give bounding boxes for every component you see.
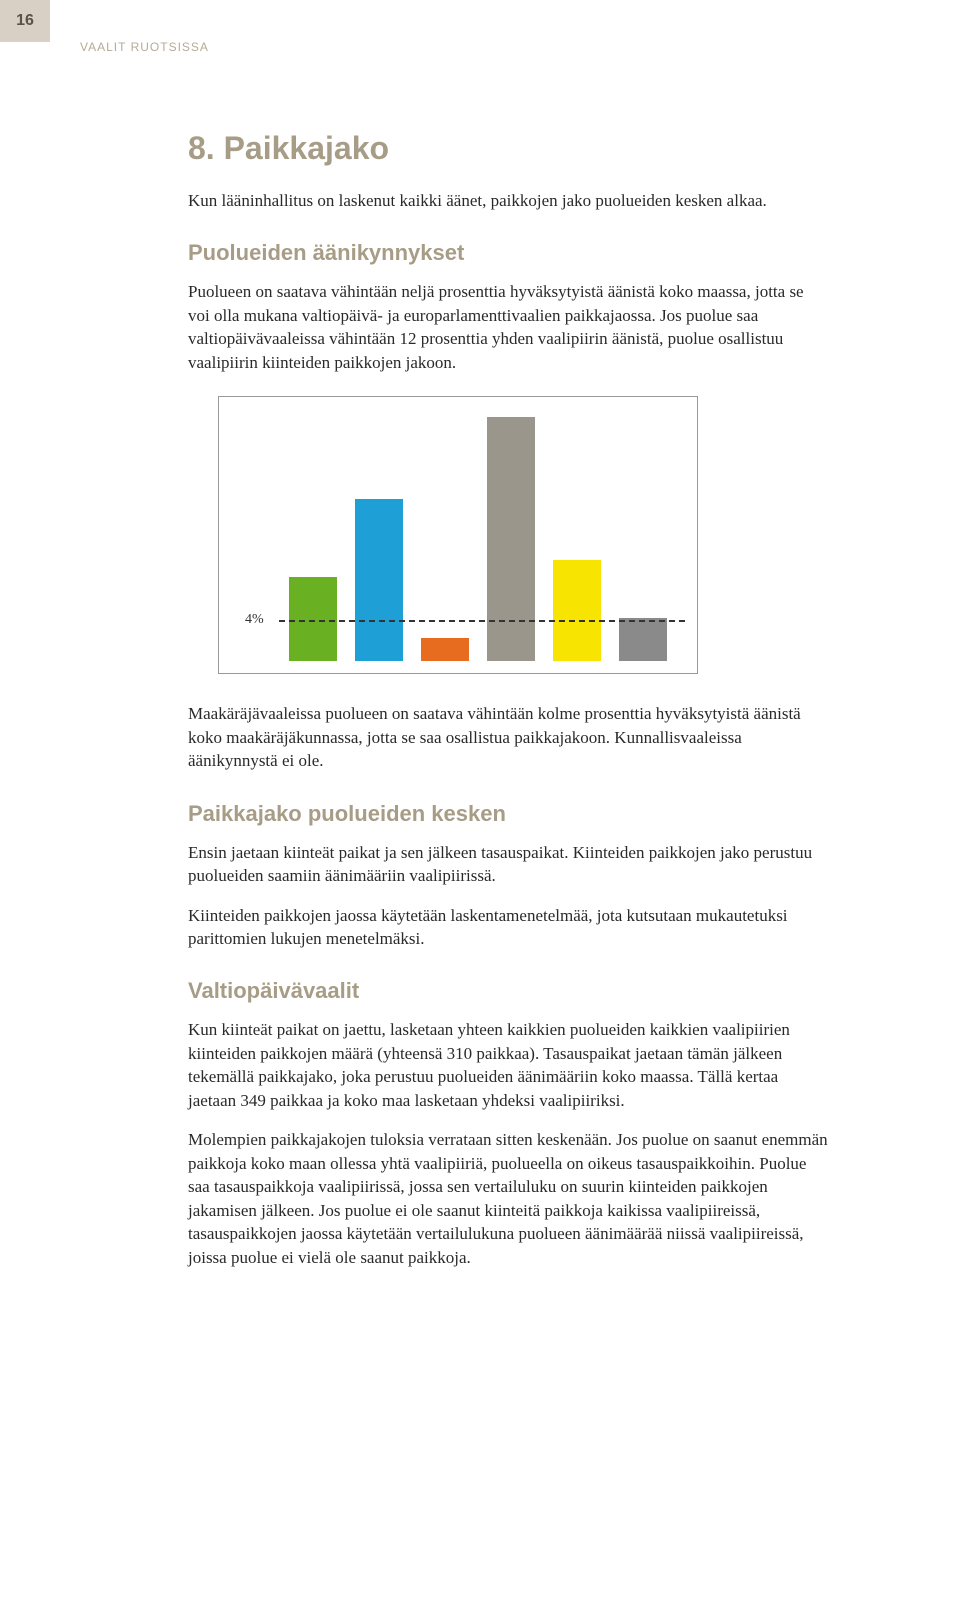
bar-chart: 4%: [218, 396, 698, 674]
bar: [421, 638, 469, 661]
running-head: VAALIT RUOTSISSA: [80, 40, 209, 54]
body-paragraph: Kiinteiden paikkojen jaossa käytetään la…: [188, 904, 828, 951]
section-title-parliament: Valtiopäivävaalit: [188, 978, 828, 1004]
body-paragraph: Puolueen on saatava vähintään neljä pros…: [188, 280, 828, 374]
threshold-label: 4%: [245, 612, 264, 628]
body-paragraph: Maakäräjävaaleissa puolueen on saatava v…: [188, 702, 828, 772]
bar: [487, 417, 535, 661]
page-title: 8. Paikkajako: [188, 130, 828, 167]
main-content: 8. Paikkajako Kun lääninhallitus on lask…: [188, 130, 828, 1285]
bar-chart-wrapper: 4%: [188, 396, 828, 674]
body-paragraph: Molempien paikkajakojen tuloksia verrata…: [188, 1128, 828, 1269]
bar-group: [289, 407, 677, 661]
body-paragraph: Ensin jaetaan kiinteät paikat ja sen jäl…: [188, 841, 828, 888]
section-title-thresholds: Puolueiden äänikynnykset: [188, 240, 828, 266]
bar: [355, 499, 403, 662]
page-number: 16: [16, 12, 34, 30]
bar: [619, 618, 667, 661]
intro-paragraph: Kun lääninhallitus on laskenut kaikki ää…: [188, 189, 828, 212]
page-number-badge: 16: [0, 0, 50, 42]
section-title-distribution: Paikkajako puolueiden kesken: [188, 801, 828, 827]
threshold-line: [279, 620, 685, 622]
bar: [553, 560, 601, 662]
body-paragraph: Kun kiinteät paikat on jaettu, lasketaan…: [188, 1018, 828, 1112]
